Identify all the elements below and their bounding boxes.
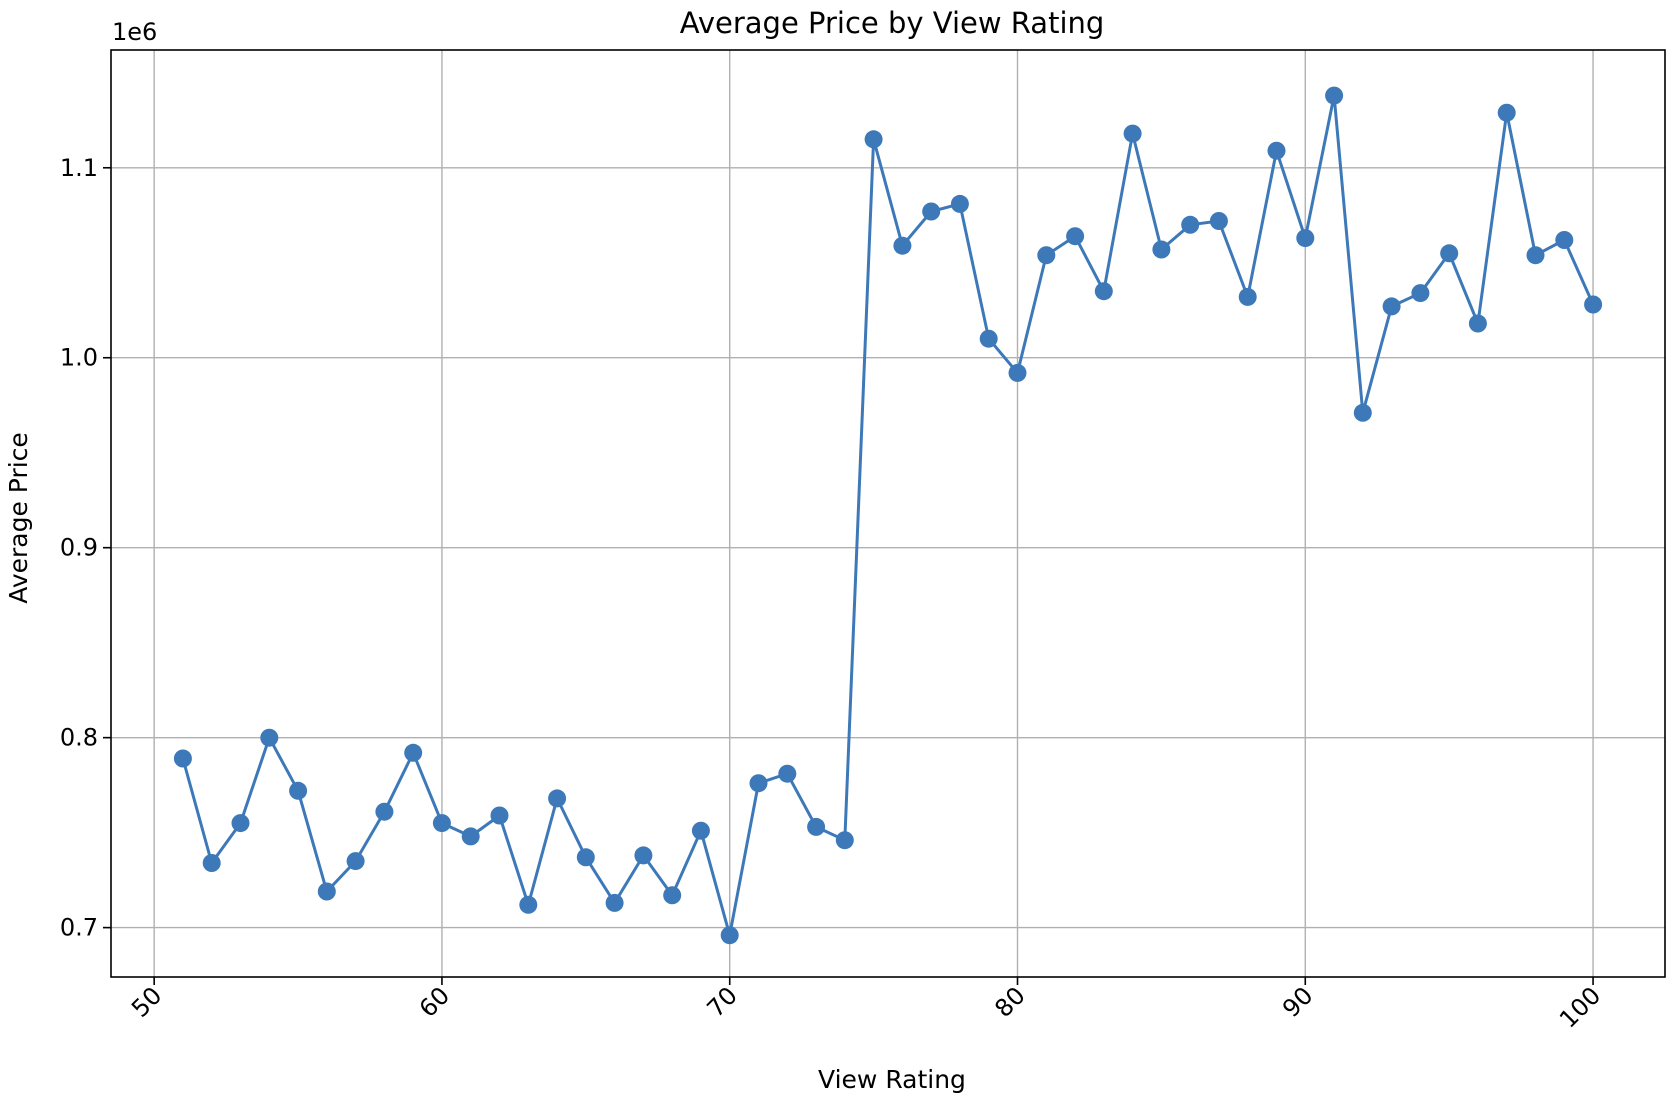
data-point [317, 882, 336, 901]
data-point [1094, 282, 1113, 301]
data-point [1382, 297, 1401, 316]
y-tick-label: 0.9 [60, 534, 98, 562]
y-tick-label: 0.8 [60, 724, 98, 752]
data-point [893, 236, 912, 255]
data-point [1152, 240, 1171, 259]
y-tick-label: 1.1 [60, 154, 98, 182]
data-point [1526, 246, 1545, 265]
data-point [778, 764, 797, 783]
x-tick-label: 90 [1277, 981, 1318, 1022]
data-point [691, 821, 710, 840]
data-point [1123, 124, 1142, 143]
grid [111, 50, 1665, 977]
data-point [663, 886, 682, 905]
data-point [173, 749, 192, 768]
data-point [519, 895, 538, 914]
data-point [1440, 244, 1459, 263]
data-point [1066, 227, 1085, 246]
data-point [720, 926, 739, 945]
data-point [490, 806, 509, 825]
data-point [1037, 246, 1056, 265]
x-tick-label: 50 [126, 981, 167, 1022]
data-point [835, 831, 854, 850]
y-tick-label: 0.7 [60, 914, 98, 942]
series-line [181, 94, 1595, 937]
x-tick-label: 100 [1554, 981, 1606, 1033]
data-point [1209, 212, 1228, 230]
data-point [260, 728, 279, 747]
x-tick-label: 80 [989, 981, 1030, 1022]
data-point [749, 774, 768, 793]
data-point [1468, 314, 1487, 333]
data-point [346, 852, 365, 871]
data-point [576, 848, 595, 867]
data-point [461, 827, 480, 846]
data-point [202, 854, 221, 872]
y-axis: 0.7 0.8 0.9 1.0 1.1 [60, 154, 111, 942]
data-point [1296, 229, 1315, 248]
data-point [1584, 295, 1603, 314]
plot-frame [110, 49, 1666, 978]
data-point [231, 814, 250, 833]
data-point [548, 789, 567, 808]
data-point [922, 202, 941, 221]
data-point [634, 846, 653, 865]
data-point [950, 194, 969, 213]
data-point [404, 743, 423, 762]
x-axis: 50 60 70 80 90 100 [126, 977, 1606, 1034]
chart-title: Average Price by View Rating [680, 6, 1105, 40]
y-axis-label: Average Price [4, 432, 33, 604]
data-point [1555, 231, 1574, 249]
data-point [1325, 86, 1344, 105]
data-point [864, 130, 883, 149]
x-tick-label: 70 [702, 981, 743, 1022]
data-point [1353, 403, 1372, 422]
x-axis-label: View Rating [818, 1065, 966, 1094]
data-point [1008, 363, 1027, 382]
data-point [1411, 284, 1430, 303]
data-point [1497, 103, 1516, 122]
data-point [1238, 287, 1257, 306]
y-tick-label: 1.0 [60, 344, 98, 372]
data-point [807, 817, 826, 836]
data-point [1267, 141, 1286, 160]
y-offset-label: 1e6 [112, 18, 157, 46]
data-point [979, 329, 998, 348]
data-point [289, 781, 308, 800]
data-point [432, 814, 451, 833]
x-tick-label: 60 [414, 981, 455, 1022]
series [173, 86, 1603, 945]
data-point [375, 802, 394, 821]
data-point [605, 893, 624, 912]
data-point [1181, 215, 1200, 234]
